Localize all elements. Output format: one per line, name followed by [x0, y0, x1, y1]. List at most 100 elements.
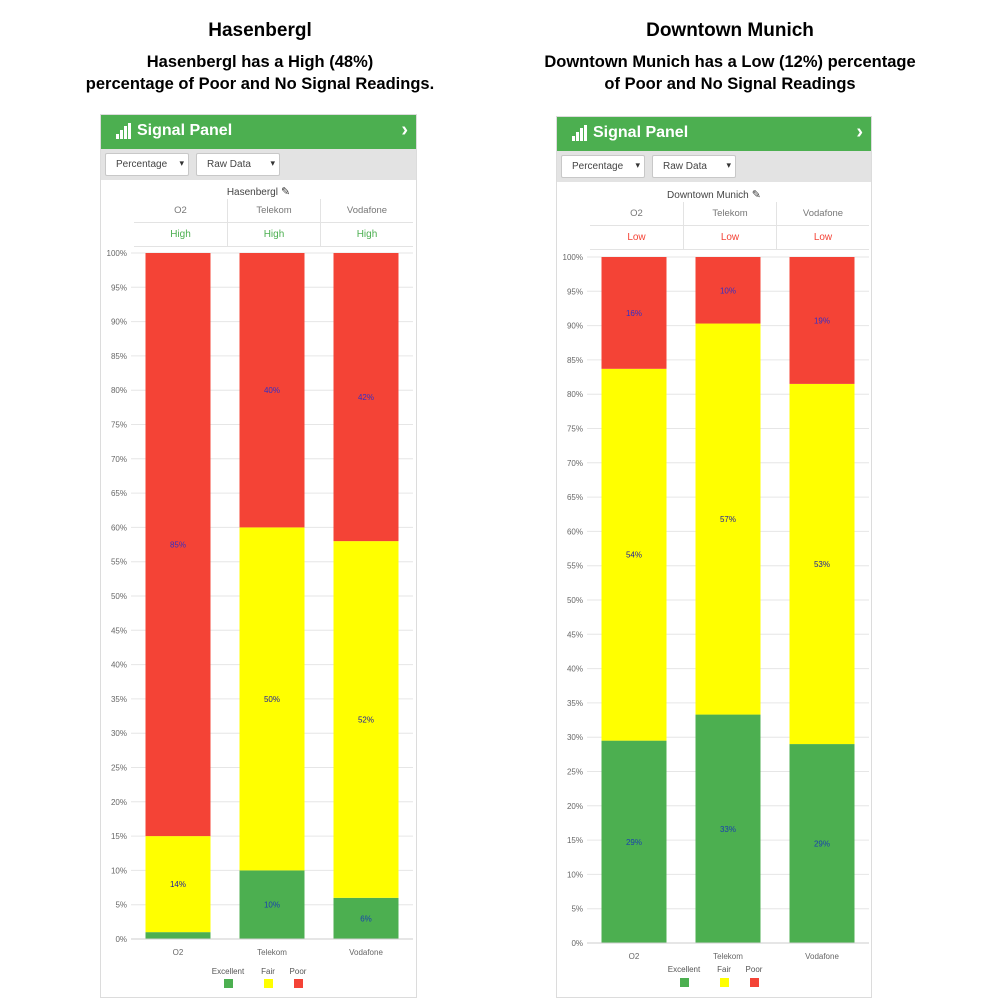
data-label: 29%: [814, 840, 830, 849]
chevron-down-icon: ▾: [179, 158, 184, 168]
y-tick-label: 45%: [567, 630, 583, 639]
data-label: 16%: [626, 309, 642, 318]
data-label: 42%: [358, 393, 374, 402]
signal-bars-icon: [116, 123, 132, 139]
chevron-right-icon[interactable]: ›: [856, 121, 863, 143]
chevron-right-icon[interactable]: ›: [401, 119, 408, 141]
pencil-icon[interactable]: ✎: [280, 186, 291, 198]
column-header-o2: O2: [134, 199, 227, 223]
metric-select[interactable]: Percentage ▾: [561, 155, 645, 178]
bar-segment-poor[interactable]: [601, 257, 667, 369]
y-tick-label: 35%: [111, 695, 127, 704]
signal-bars-icon: [572, 125, 588, 141]
data-label: 10%: [264, 901, 280, 910]
legend-swatch-poor: [294, 979, 303, 988]
bar-segment-fair[interactable]: [145, 836, 211, 933]
metric-select-value: Percentage: [116, 159, 168, 170]
location-label: Hasenbergl: [226, 187, 278, 198]
view-select[interactable]: Raw Data ▾: [652, 155, 736, 178]
y-tick-label: 55%: [567, 562, 583, 571]
bar-segment-excellent[interactable]: [239, 870, 305, 939]
rating-telekom: Low: [683, 226, 776, 250]
y-tick-label: 100%: [563, 253, 583, 262]
bar-segment-excellent[interactable]: [695, 714, 761, 943]
y-tick-label: 5%: [115, 901, 127, 910]
y-tick-label: 75%: [111, 421, 127, 430]
pencil-icon[interactable]: ✎: [751, 189, 761, 201]
panel-title: Signal Panel: [593, 124, 689, 141]
y-tick-label: 35%: [567, 699, 583, 708]
legend-label-fair: Fair: [261, 967, 275, 976]
data-label: 14%: [170, 880, 186, 889]
y-tick-label: 80%: [567, 390, 583, 399]
data-label: 19%: [814, 316, 830, 325]
chevron-down-icon: ▾: [270, 158, 275, 168]
y-tick-label: 60%: [111, 523, 127, 532]
x-tick-label: Telekom: [713, 952, 743, 961]
location-name: Downtown Munich ✎: [557, 188, 871, 201]
bar-segment-excellent[interactable]: [789, 744, 855, 943]
panel-title: Signal Panel: [137, 122, 233, 139]
legend-swatch-excellent: [680, 978, 689, 987]
bar-segment-poor[interactable]: [333, 253, 399, 542]
chevron-down-icon: ▾: [726, 160, 731, 170]
y-tick-label: 85%: [111, 352, 127, 361]
bar-segment-fair[interactable]: [789, 383, 855, 745]
signal-panel-hasenbergl: Signal Panel › Percentage ▾ Raw Data ▾ Has…: [100, 114, 417, 998]
x-tick-label: Vodafone: [805, 952, 839, 961]
bar-segment-fair[interactable]: [333, 541, 399, 898]
heading-caption-line1: Hasenbergl has a High (48%): [146, 53, 374, 71]
rating-vodafone: Low: [776, 226, 869, 250]
panel-toolbar: Percentage ▾ Raw Data ▾: [557, 151, 871, 182]
rating-o2: Low: [590, 226, 683, 250]
legend-swatch-poor: [750, 978, 759, 987]
y-tick-label: 95%: [567, 287, 583, 296]
y-tick-label: 0%: [115, 935, 127, 944]
bar-segment-fair[interactable]: [695, 323, 761, 715]
y-tick-label: 20%: [567, 802, 583, 811]
view-select[interactable]: Raw Data ▾: [196, 153, 280, 176]
y-tick-label: 60%: [567, 527, 583, 536]
metric-select[interactable]: Percentage ▾: [105, 153, 189, 176]
bar-segment-fair[interactable]: [239, 527, 305, 871]
stacked-bar-chart: 0% 5% 10% 15% 20% 25% 30% 35% 40% 45% 50% 55% 60% 65%…: [107, 249, 413, 957]
bar-segment-excellent[interactable]: [333, 897, 399, 939]
metric-select-value: Percentage: [572, 161, 624, 172]
legend-swatch-excellent: [224, 979, 233, 988]
stacked-bar-chart: 0% 5% 10% 15% 20% 25% 30% 35% 40% 45% 50% 55% 60% 65%…: [563, 253, 869, 961]
bar-segment-fair[interactable]: [601, 368, 667, 741]
heading-downtown-munich: Downtown Munich Downtown Munich has a Lo…: [480, 20, 980, 95]
x-tick-label: O2: [173, 948, 184, 957]
bar-segment-excellent[interactable]: [145, 932, 211, 939]
data-label: 85%: [170, 541, 186, 550]
bar-segment-poor[interactable]: [695, 257, 761, 324]
data-label: 40%: [264, 386, 280, 395]
heading-hasenbergl: Hasenbergl Hasenbergl has a High (48%) p…: [20, 20, 500, 95]
y-tick-label: 30%: [567, 733, 583, 742]
y-tick-label: 30%: [111, 729, 127, 738]
legend-label-excellent: Excellent: [667, 965, 701, 974]
location-name: Hasenbergl ✎: [101, 185, 416, 198]
bar-segment-poor[interactable]: [239, 253, 305, 528]
bar-segment-poor[interactable]: [145, 253, 211, 837]
y-tick-label: 40%: [111, 661, 127, 670]
y-tick-label: 80%: [111, 386, 127, 395]
y-tick-label: 10%: [111, 866, 127, 875]
x-tick-label: Vodafone: [349, 948, 383, 957]
heading-caption-line2: percentage of Poor and No Signal Reading…: [85, 75, 435, 93]
y-tick-label: 70%: [567, 459, 583, 468]
bar-segment-excellent[interactable]: [601, 740, 667, 943]
y-tick-label: 75%: [567, 425, 583, 434]
bar-segment-poor[interactable]: [789, 257, 855, 384]
y-tick-label: 70%: [111, 455, 127, 464]
y-tick-label: 100%: [107, 249, 127, 258]
heading-title: Hasenbergl: [208, 20, 312, 41]
y-tick-label: 50%: [111, 592, 127, 601]
y-tick-label: 40%: [567, 665, 583, 674]
column-header-vodafone: Vodafone: [320, 199, 413, 223]
y-tick-label: 50%: [567, 596, 583, 605]
data-label: 57%: [720, 515, 736, 524]
y-tick-label: 95%: [111, 283, 127, 292]
view-select-value: Raw Data: [663, 161, 707, 172]
data-label: 10%: [720, 286, 736, 295]
